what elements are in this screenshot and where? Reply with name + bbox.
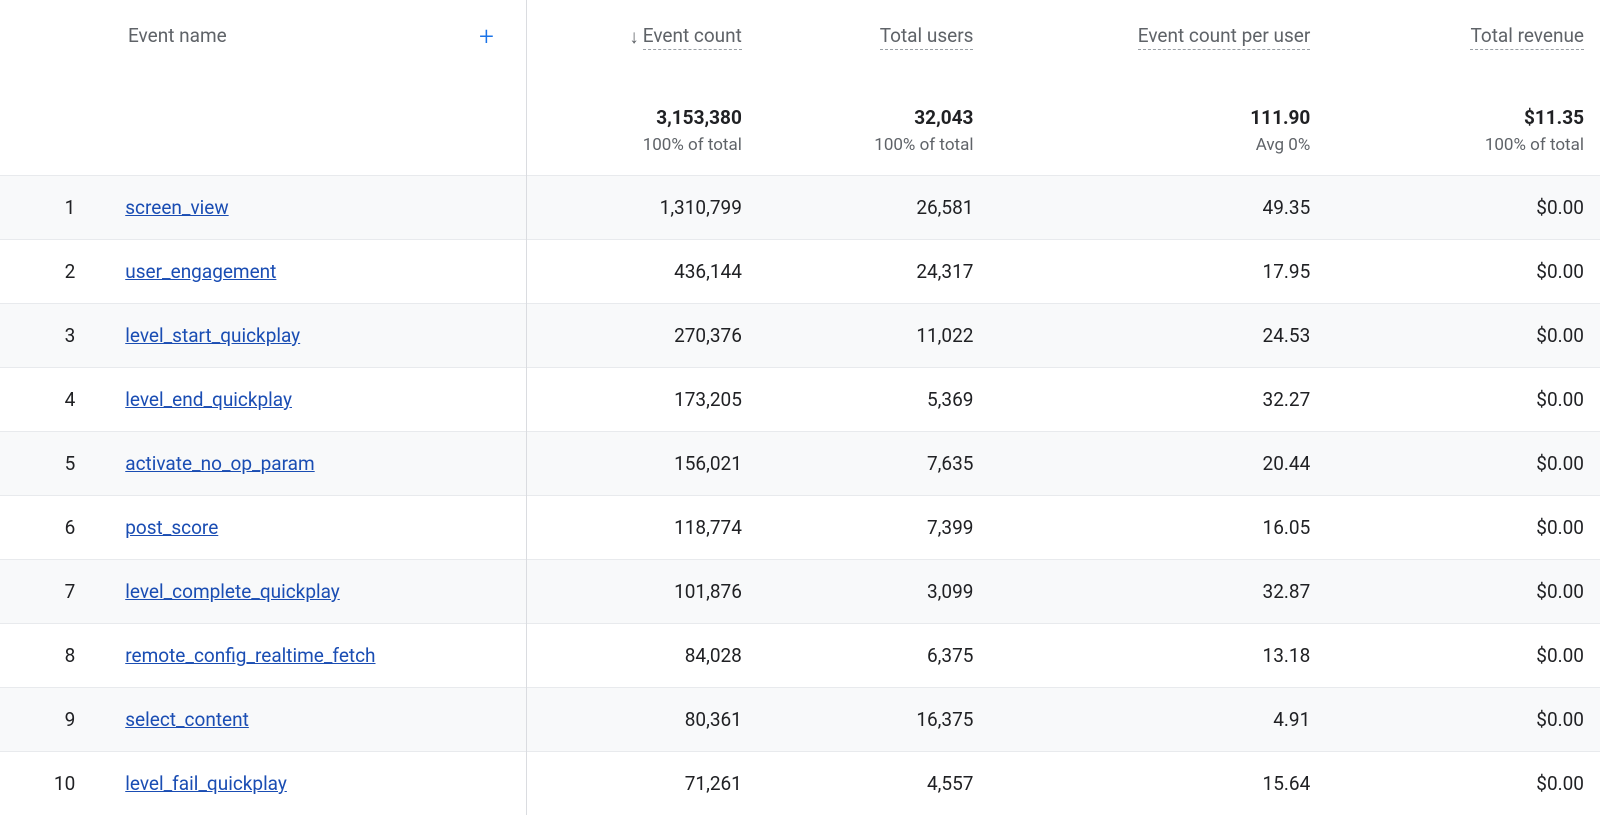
row-revenue: $0.00 xyxy=(1326,752,1600,815)
row-total-users: 24,317 xyxy=(758,240,990,304)
table-row: 2 user_engagement 436,14424,31717.95$0.00 xyxy=(0,240,1600,304)
row-event-name-cell: activate_no_op_param xyxy=(105,432,526,496)
event-name-link[interactable]: remote_config_realtime_fetch xyxy=(125,644,375,667)
row-per-user: 20.44 xyxy=(989,432,1326,496)
totals-row: 3,153,380 100% of total 32,043 100% of t… xyxy=(0,58,1600,176)
header-event-count-per-user[interactable]: Event count per user xyxy=(989,0,1326,58)
row-event-count: 71,261 xyxy=(526,752,758,815)
header-total-users-label: Total users xyxy=(880,24,974,50)
events-table: Event name + ↓Event count Total users Ev… xyxy=(0,0,1600,815)
row-revenue: $0.00 xyxy=(1326,304,1600,368)
header-event-name-label: Event name xyxy=(128,24,227,47)
totals-per-user: 111.90 Avg 0% xyxy=(989,58,1326,176)
row-per-user: 13.18 xyxy=(989,624,1326,688)
row-event-name-cell: level_start_quickplay xyxy=(105,304,526,368)
event-name-link[interactable]: activate_no_op_param xyxy=(125,452,314,475)
row-event-name-cell: level_end_quickplay xyxy=(105,368,526,432)
row-total-users: 6,375 xyxy=(758,624,990,688)
row-total-users: 7,635 xyxy=(758,432,990,496)
row-total-users: 3,099 xyxy=(758,560,990,624)
row-event-count: 173,205 xyxy=(526,368,758,432)
table-row: 6 post_score 118,7747,39916.05$0.00 xyxy=(0,496,1600,560)
row-event-count: 1,310,799 xyxy=(526,176,758,240)
row-per-user: 4.91 xyxy=(989,688,1326,752)
row-revenue: $0.00 xyxy=(1326,368,1600,432)
row-revenue: $0.00 xyxy=(1326,624,1600,688)
row-event-name-cell: select_content xyxy=(105,688,526,752)
row-per-user: 15.64 xyxy=(989,752,1326,815)
row-per-user: 32.87 xyxy=(989,560,1326,624)
row-event-name-cell: level_complete_quickplay xyxy=(105,560,526,624)
event-name-link[interactable]: level_end_quickplay xyxy=(125,388,292,411)
row-event-count: 80,361 xyxy=(526,688,758,752)
row-total-users: 5,369 xyxy=(758,368,990,432)
row-total-users: 4,557 xyxy=(758,752,990,815)
row-index: 5 xyxy=(0,432,105,496)
row-revenue: $0.00 xyxy=(1326,432,1600,496)
row-total-users: 7,399 xyxy=(758,496,990,560)
header-per-user-label: Event count per user xyxy=(1138,24,1311,50)
row-event-count: 156,021 xyxy=(526,432,758,496)
table-row: 3 level_start_quickplay 270,37611,02224.53… xyxy=(0,304,1600,368)
event-name-link[interactable]: level_complete_quickplay xyxy=(125,580,340,603)
table-row: 9 select_content 80,36116,3754.91$0.00 xyxy=(0,688,1600,752)
event-name-link[interactable]: level_start_quickplay xyxy=(125,324,300,347)
event-name-link[interactable]: post_score xyxy=(125,516,218,539)
row-event-count: 84,028 xyxy=(526,624,758,688)
row-event-name-cell: user_engagement xyxy=(105,240,526,304)
row-per-user: 49.35 xyxy=(989,176,1326,240)
row-per-user: 24.53 xyxy=(989,304,1326,368)
header-total-revenue[interactable]: Total revenue xyxy=(1326,0,1600,58)
row-event-name-cell: post_score xyxy=(105,496,526,560)
header-total-users[interactable]: Total users xyxy=(758,0,990,58)
header-event-count[interactable]: ↓Event count xyxy=(526,0,758,58)
row-event-name-cell: screen_view xyxy=(105,176,526,240)
table-row: 4 level_end_quickplay 173,2055,36932.27$0.… xyxy=(0,368,1600,432)
row-index: 8 xyxy=(0,624,105,688)
table-row: 1 screen_view 1,310,79926,58149.35$0.00 xyxy=(0,176,1600,240)
row-index: 3 xyxy=(0,304,105,368)
totals-event-count: 3,153,380 100% of total xyxy=(526,58,758,176)
table-row: 5 activate_no_op_param 156,0217,63520.44$0… xyxy=(0,432,1600,496)
table-header-row: Event name + ↓Event count Total users Ev… xyxy=(0,0,1600,58)
row-per-user: 17.95 xyxy=(989,240,1326,304)
row-index: 4 xyxy=(0,368,105,432)
row-revenue: $0.00 xyxy=(1326,176,1600,240)
row-total-users: 16,375 xyxy=(758,688,990,752)
event-name-link[interactable]: level_fail_quickplay xyxy=(125,772,287,795)
row-event-name-cell: level_fail_quickplay xyxy=(105,752,526,815)
row-index: 6 xyxy=(0,496,105,560)
table-row: 8 remote_config_realtime_fetch 84,0286,375… xyxy=(0,624,1600,688)
row-revenue: $0.00 xyxy=(1326,240,1600,304)
event-name-link[interactable]: screen_view xyxy=(125,196,228,219)
totals-revenue: $11.35 100% of total xyxy=(1326,58,1600,176)
row-per-user: 16.05 xyxy=(989,496,1326,560)
totals-total-users: 32,043 100% of total xyxy=(758,58,990,176)
header-event-name: Event name + xyxy=(0,0,526,58)
row-event-count: 436,144 xyxy=(526,240,758,304)
row-total-users: 11,022 xyxy=(758,304,990,368)
row-index: 2 xyxy=(0,240,105,304)
row-revenue: $0.00 xyxy=(1326,688,1600,752)
row-event-count: 101,876 xyxy=(526,560,758,624)
row-index: 7 xyxy=(0,560,105,624)
event-name-link[interactable]: user_engagement xyxy=(125,260,276,283)
row-event-count: 118,774 xyxy=(526,496,758,560)
table-row: 10 level_fail_quickplay 71,2614,55715.64$0… xyxy=(0,752,1600,815)
event-name-link[interactable]: select_content xyxy=(125,708,249,731)
row-event-name-cell: remote_config_realtime_fetch xyxy=(105,624,526,688)
row-revenue: $0.00 xyxy=(1326,560,1600,624)
row-event-count: 270,376 xyxy=(526,304,758,368)
sort-arrow-down-icon: ↓ xyxy=(629,25,639,49)
row-index: 9 xyxy=(0,688,105,752)
row-per-user: 32.27 xyxy=(989,368,1326,432)
table-row: 7 level_complete_quickplay 101,8763,09932.… xyxy=(0,560,1600,624)
row-revenue: $0.00 xyxy=(1326,496,1600,560)
row-total-users: 26,581 xyxy=(758,176,990,240)
row-index: 10 xyxy=(0,752,105,815)
row-index: 1 xyxy=(0,176,105,240)
header-revenue-label: Total revenue xyxy=(1470,24,1584,50)
header-event-count-label: Event count xyxy=(643,24,742,50)
add-dimension-button[interactable]: + xyxy=(479,22,494,52)
